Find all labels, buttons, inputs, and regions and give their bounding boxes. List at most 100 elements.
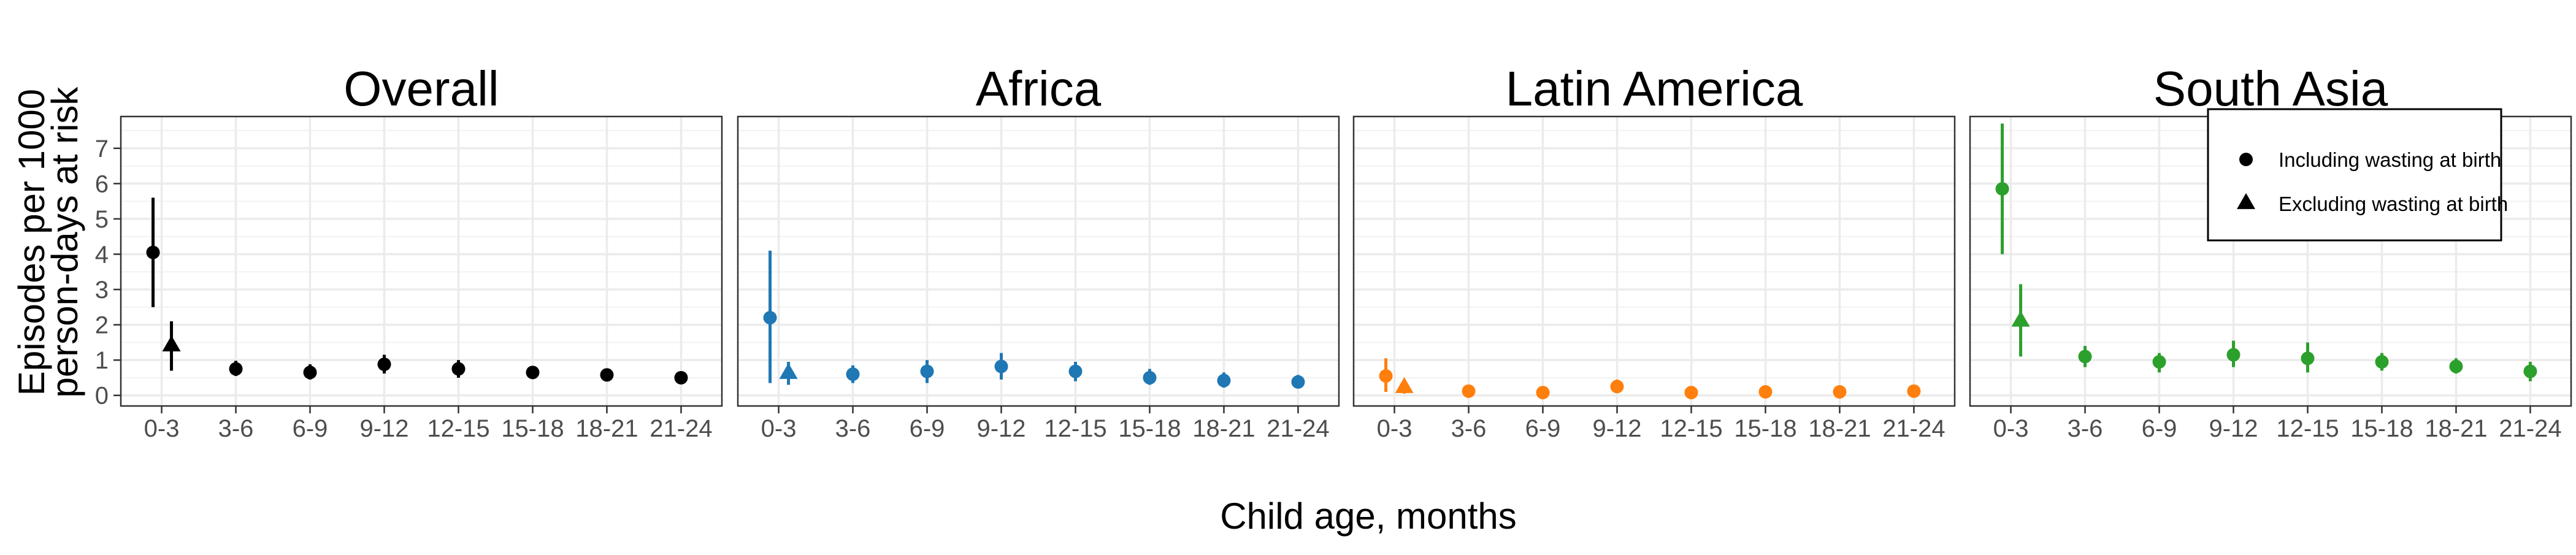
x-tick-label: 6-9 bbox=[293, 415, 328, 442]
panel-title: South Asia bbox=[2153, 61, 2388, 116]
x-tick-label: 12-15 bbox=[1660, 415, 1722, 442]
data-point-including bbox=[2375, 355, 2389, 369]
y-tick-label: 1 bbox=[95, 347, 109, 374]
data-point-excluding bbox=[1395, 377, 1414, 393]
x-tick-label: 21-24 bbox=[650, 415, 712, 442]
data-point-including bbox=[2226, 348, 2241, 362]
legend-box bbox=[2207, 108, 2502, 242]
x-tick-label: 15-18 bbox=[501, 415, 564, 442]
y-tick-label: 7 bbox=[95, 136, 109, 163]
x-tick-label: 12-15 bbox=[2276, 415, 2339, 442]
panel-title: Overall bbox=[343, 61, 499, 116]
legend-marker-circle bbox=[2239, 153, 2253, 166]
panel-title: Africa bbox=[976, 61, 1102, 116]
data-point-including bbox=[1217, 373, 1231, 388]
data-point-including bbox=[2523, 364, 2537, 378]
data-point-including bbox=[1907, 384, 1921, 398]
legend: Including wasting at birth Excluding wast… bbox=[2207, 108, 2508, 242]
data-point-including bbox=[920, 364, 934, 378]
x-tick-label: 12-15 bbox=[427, 415, 489, 442]
data-point-excluding bbox=[162, 335, 181, 351]
y-tick-label: 2 bbox=[95, 312, 109, 339]
x-tick-label: 9-12 bbox=[976, 415, 1025, 442]
data-point-including bbox=[674, 370, 688, 385]
legend-label: Including wasting at birth bbox=[2279, 148, 2501, 171]
x-tick-label: 15-18 bbox=[1734, 415, 1796, 442]
x-tick-label: 9-12 bbox=[1592, 415, 1641, 442]
data-point-including bbox=[1995, 182, 2009, 196]
x-tick-label: 0-3 bbox=[1377, 415, 1413, 442]
panels-layer: Overall 0-3 3-6 6-9 9-12 12-15 15-18 18-21 21-24… bbox=[95, 61, 2572, 442]
panel-border bbox=[1352, 115, 1956, 407]
data-point-including bbox=[763, 311, 777, 325]
data-point-including bbox=[2078, 350, 2092, 364]
panel-2: Africa 0-3 3-6 6-9 9-12 12-15 15-18 18-21 21-24 bbox=[737, 61, 1340, 442]
data-point-including bbox=[1758, 385, 1773, 399]
data-point-including bbox=[1833, 385, 1847, 399]
y-tick-label: 4 bbox=[95, 241, 109, 268]
panel-background bbox=[1354, 117, 1955, 406]
x-tick-label: 3-6 bbox=[218, 415, 254, 442]
data-point-including bbox=[994, 359, 1008, 373]
y-axis-title-line-1: Episodes per 1000 bbox=[11, 89, 52, 396]
data-point-including bbox=[846, 367, 860, 381]
x-tick-label: 6-9 bbox=[1525, 415, 1561, 442]
y-tick-label: 5 bbox=[95, 206, 109, 233]
panel-border bbox=[737, 115, 1340, 407]
data-point-including bbox=[303, 366, 317, 380]
x-tick-label: 18-21 bbox=[2425, 415, 2487, 442]
data-point-including bbox=[377, 358, 391, 372]
data-point-including bbox=[146, 245, 160, 259]
x-tick-label: 6-9 bbox=[910, 415, 945, 442]
data-point-including bbox=[1068, 364, 1083, 378]
x-tick-label: 3-6 bbox=[835, 415, 871, 442]
data-point-excluding bbox=[2011, 310, 2030, 327]
data-point-including bbox=[229, 362, 243, 376]
x-tick-label: 3-6 bbox=[2068, 415, 2103, 442]
x-axis-title: Child age, months bbox=[1220, 496, 1517, 537]
x-tick-label: 0-3 bbox=[144, 415, 180, 442]
x-tick-label: 0-3 bbox=[761, 415, 797, 442]
data-point-including bbox=[1610, 380, 1624, 394]
data-point-including bbox=[600, 368, 614, 382]
legend-marker-triangle bbox=[2237, 193, 2255, 209]
data-point-including bbox=[1684, 386, 1698, 400]
panel-1: Overall 0-3 3-6 6-9 9-12 12-15 15-18 18-21 21-24… bbox=[95, 61, 723, 442]
data-point-including bbox=[451, 362, 466, 376]
x-tick-label: 21-24 bbox=[1882, 415, 1945, 442]
x-tick-label: 15-18 bbox=[2350, 415, 2413, 442]
y-tick-label: 3 bbox=[95, 277, 109, 304]
x-tick-label: 6-9 bbox=[2142, 415, 2177, 442]
x-tick-label: 0-3 bbox=[1993, 415, 2029, 442]
data-point-including bbox=[526, 366, 540, 380]
data-point-including bbox=[1536, 386, 1550, 400]
x-tick-label: 18-21 bbox=[1192, 415, 1255, 442]
data-point-including bbox=[1143, 370, 1157, 385]
y-tick-label: 0 bbox=[95, 383, 109, 410]
x-tick-label: 21-24 bbox=[2499, 415, 2561, 442]
y-axis-title-line-2: person-days at risk bbox=[44, 86, 85, 398]
data-point-including bbox=[1379, 369, 1393, 383]
panel-background bbox=[738, 117, 1339, 406]
x-tick-label: 9-12 bbox=[359, 415, 408, 442]
x-tick-label: 18-21 bbox=[1808, 415, 1871, 442]
panel-3: Latin America 0-3 3-6 6-9 9-12 12-15 15-18 18-2… bbox=[1352, 61, 1956, 442]
y-tick-label: 6 bbox=[95, 170, 109, 197]
x-tick-label: 9-12 bbox=[2209, 415, 2258, 442]
x-tick-label: 12-15 bbox=[1044, 415, 1106, 442]
x-tick-label: 18-21 bbox=[575, 415, 638, 442]
data-point-including bbox=[1462, 384, 1476, 398]
legend-label: Excluding wasting at birth bbox=[2279, 193, 2508, 215]
data-point-including bbox=[2449, 359, 2463, 373]
x-tick-label: 21-24 bbox=[1267, 415, 1329, 442]
x-tick-label: 3-6 bbox=[1451, 415, 1487, 442]
panel-background bbox=[121, 117, 722, 406]
panel-border bbox=[120, 115, 723, 407]
data-point-including bbox=[2152, 355, 2166, 369]
x-tick-label: 15-18 bbox=[1118, 415, 1181, 442]
panel-title: Latin America bbox=[1506, 61, 1803, 116]
data-point-including bbox=[1291, 375, 1305, 389]
data-point-including bbox=[2301, 351, 2315, 366]
